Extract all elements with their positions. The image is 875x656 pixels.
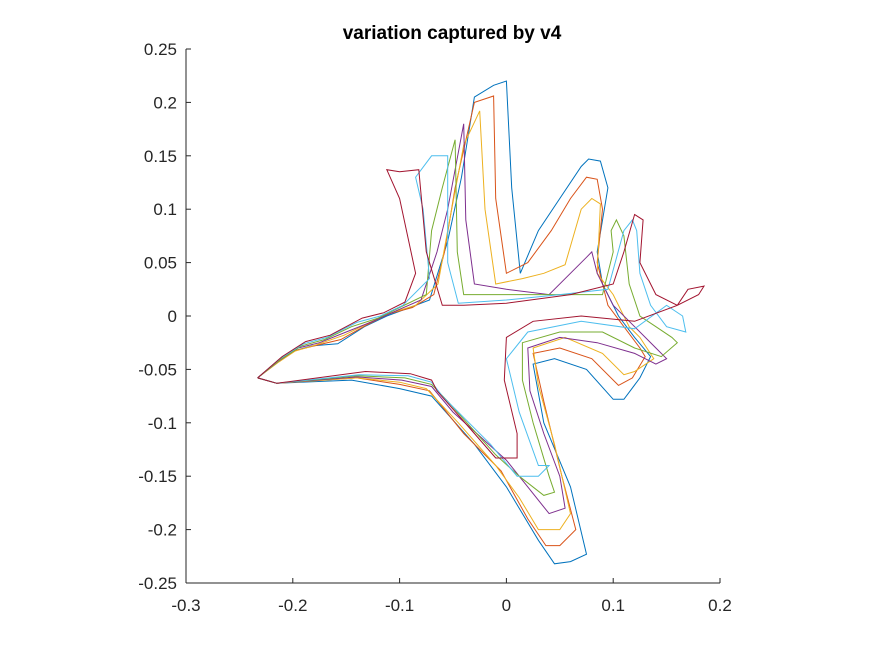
series-line-2 (257, 95, 646, 547)
x-tick-label: -0.3 (171, 596, 200, 615)
x-tick-label: -0.2 (278, 596, 307, 615)
x-tick-label: 0 (502, 596, 511, 615)
y-tick-label: -0.2 (148, 521, 177, 540)
y-tick-label: -0.1 (148, 414, 177, 433)
y-tick-label: 0.15 (144, 147, 177, 166)
series-layer (257, 80, 706, 565)
x-tick-label: 0.1 (601, 596, 625, 615)
x-tick-label: 0.2 (708, 596, 732, 615)
y-tick-label: 0.05 (144, 254, 177, 273)
series-line-7 (257, 169, 706, 459)
y-tick-label: -0.15 (138, 467, 177, 486)
y-tick-label: -0.05 (138, 360, 177, 379)
y-tick-label: -0.25 (138, 574, 177, 593)
y-tick-label: 0.25 (144, 40, 177, 59)
x-tick-label: -0.1 (385, 596, 414, 615)
series-line-4 (257, 123, 668, 515)
series-line-5 (257, 139, 679, 496)
axes-layer: -0.3 -0.2 -0.1 0 0.1 0.2 -0.25 -0.2 -0.15 -0.1 -0.… (138, 40, 732, 615)
series-line-6 (257, 155, 687, 477)
series-line-3 (257, 110, 655, 531)
y-tick-label: 0.1 (153, 200, 177, 219)
chart-title: variation captured by v4 (343, 23, 562, 44)
y-tick-label: 0 (168, 307, 177, 326)
y-tick-label: 0.2 (153, 93, 177, 112)
